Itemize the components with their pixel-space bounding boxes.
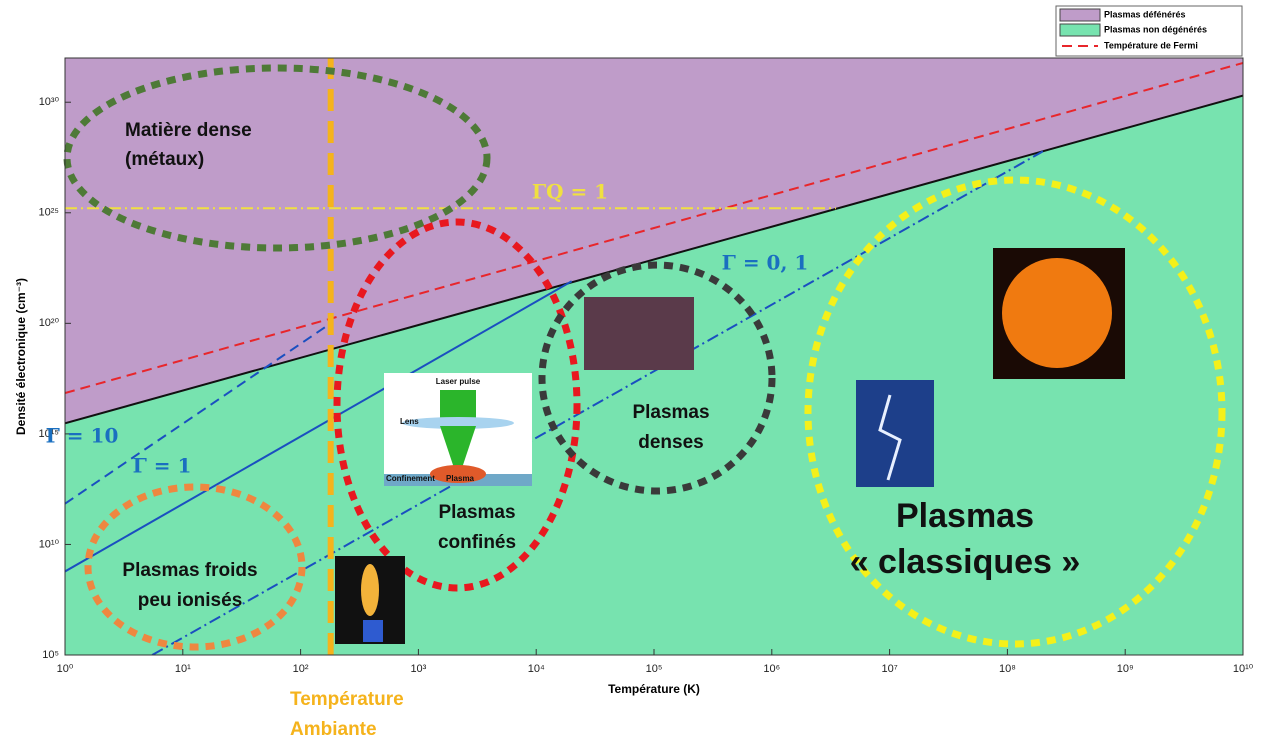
sun-disc [1002, 258, 1112, 368]
y-tick-label: 10¹⁰ [39, 538, 60, 550]
series-line [65, 322, 332, 505]
x-tick-label: 10³ [410, 663, 426, 675]
x-tick-label: 10⁷ [881, 663, 897, 675]
laser-label: Confinement [386, 474, 435, 483]
lightning-image [856, 380, 934, 487]
annotation: confinés [438, 532, 516, 553]
x-tick-label: 10⁵ [646, 663, 663, 675]
y-axis-label: Densité électronique (cm⁻³) [14, 278, 28, 435]
y-tick-label: 10¹⁵ [39, 428, 59, 440]
lighter [363, 620, 383, 642]
y-tick-label: 10³⁰ [39, 96, 60, 108]
vertical-line-label: Ambiante [290, 719, 377, 740]
ellipse [804, 176, 1226, 648]
x-tick-label: 10⁶ [763, 663, 780, 675]
x-tick-label: 10² [293, 663, 309, 675]
ellipse [333, 218, 581, 592]
x-tick-label: 10¹ [175, 663, 191, 675]
annotation: peu ionisés [138, 590, 243, 611]
series-line [65, 61, 1243, 395]
annotation: denses [638, 432, 703, 453]
legend: Plasmas défénérés Plasmas non dégénérés Te… [1055, 5, 1243, 57]
y-tick-label: 10²⁵ [39, 207, 59, 219]
plasma-spot [430, 465, 486, 483]
lightning-bolt [878, 394, 902, 481]
line-label: Γ = 10 [46, 424, 119, 448]
x-axis-label: Température (K) [608, 682, 700, 696]
legend-swatch [1059, 23, 1101, 37]
x-tick-label: 10¹⁰ [1233, 663, 1254, 675]
x-tick-label: 10⁹ [1117, 663, 1134, 675]
annotation: Plasmas [438, 502, 515, 523]
line-label: Γ = 0, 1 [722, 251, 809, 275]
lens [402, 417, 514, 429]
laser-label: Lens [400, 417, 419, 426]
legend-label: Température de Fermi [1104, 40, 1198, 50]
series-line [65, 94, 1243, 425]
region-non-degenerate [65, 95, 1243, 655]
x-tick-label: 10⁰ [57, 663, 74, 675]
laser-focus [440, 426, 476, 468]
laser-beam [440, 390, 476, 420]
ellipse [538, 261, 776, 495]
legend-label: Plasmas défénérés [1104, 9, 1186, 19]
flame [361, 564, 379, 616]
nebula-image [584, 297, 694, 370]
annotation: Plasmas [632, 402, 709, 423]
ellipse [63, 64, 491, 252]
laser-label: Plasma [446, 474, 475, 483]
legend-swatch [1059, 8, 1101, 22]
x-tick-label: 10⁸ [999, 663, 1016, 675]
line-label: Γ = 1 [133, 454, 192, 478]
y-tick-label: 10⁵ [42, 649, 59, 661]
vertical-line-label: Température [290, 689, 404, 710]
y-tick-label: 10²⁰ [39, 317, 60, 329]
line-label: ΓQ = 1 [532, 180, 608, 204]
laser-label: Laser pulse [436, 377, 481, 386]
axes: 10⁰ 10¹ 10² 10³ 10⁴ 10⁵ 10⁶ 10⁷ 10⁸ 10⁹ 10¹⁰ 10⁵ 10¹… [14, 57, 1254, 696]
series-line [65, 280, 573, 573]
annotation: Plasmas froids [122, 560, 257, 581]
legend-label: Plasmas non dégénérés [1104, 24, 1207, 34]
annotation: « classiques » [850, 543, 1081, 581]
annotation: (métaux) [125, 149, 204, 170]
annotation: Matière dense [125, 120, 252, 141]
ellipse [84, 483, 306, 651]
annotation: Plasmas [896, 497, 1034, 535]
x-tick-label: 10⁴ [528, 663, 545, 675]
decorations [63, 64, 1226, 651]
